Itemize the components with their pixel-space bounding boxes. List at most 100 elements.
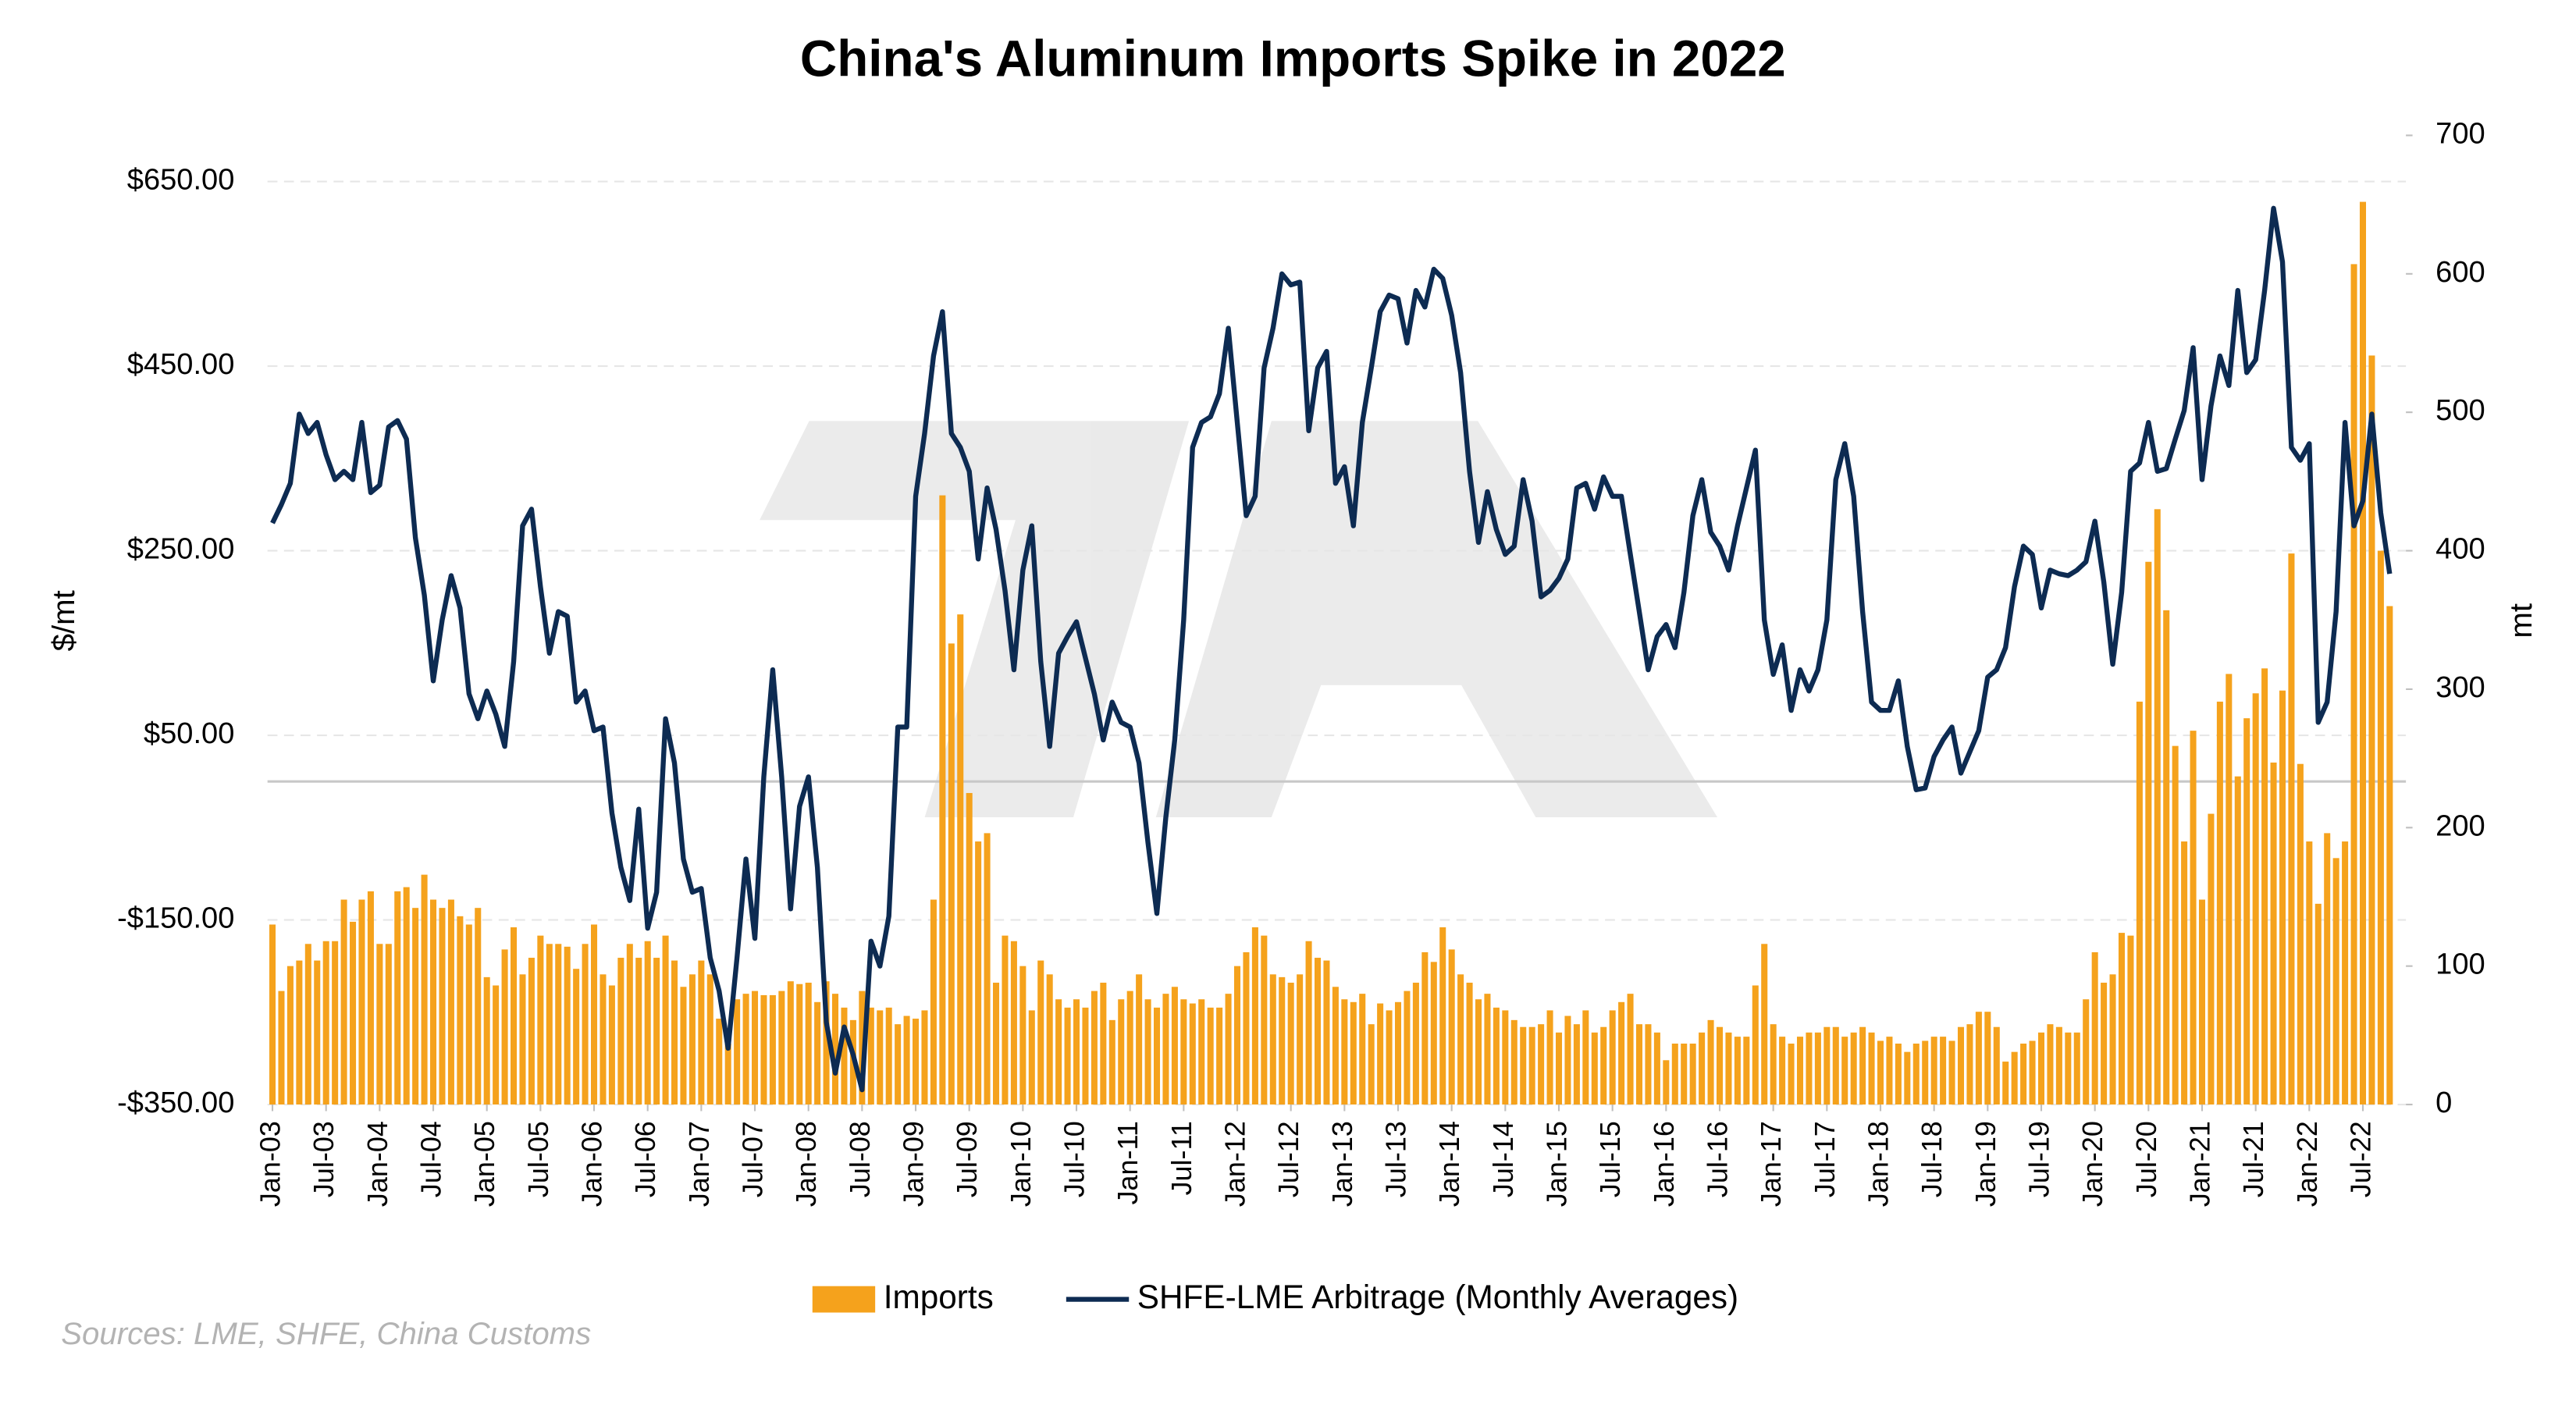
bar <box>1752 985 1759 1105</box>
bar <box>314 960 321 1105</box>
bar <box>671 960 678 1105</box>
bar <box>1627 994 1634 1105</box>
bar <box>1386 1010 1393 1105</box>
bar <box>1493 1007 1500 1105</box>
y2-tick-label: 0 <box>2435 1087 2452 1119</box>
x-tick-label: Jan-20 <box>2076 1121 2108 1207</box>
x-tick-label: Jan-03 <box>254 1121 286 1207</box>
bar <box>1430 962 1437 1105</box>
bar <box>296 960 303 1105</box>
bar <box>457 916 464 1105</box>
source-note: Sources: LME, SHFE, China Customs <box>61 1316 591 1351</box>
bar <box>1180 999 1187 1105</box>
watermark-shape <box>1155 421 1717 818</box>
bar <box>1555 1032 1563 1105</box>
bar <box>1957 1026 1965 1105</box>
bar <box>519 974 526 1105</box>
bar <box>1635 1024 1643 1105</box>
bar <box>1681 1043 1688 1105</box>
bar <box>412 908 419 1105</box>
bar <box>1886 1037 1893 1105</box>
bar <box>1699 1032 1706 1105</box>
bar <box>1814 1032 1821 1105</box>
bar <box>1126 991 1133 1105</box>
y2-tick-label: 700 <box>2435 118 2485 151</box>
bar <box>1243 951 1250 1105</box>
bar <box>1279 976 1286 1105</box>
bar <box>1002 935 1009 1105</box>
legend-item: Imports <box>812 1279 994 1315</box>
bar <box>1162 994 1169 1105</box>
bar <box>1439 927 1446 1105</box>
bar <box>1136 974 1143 1105</box>
y2-tick-label: 500 <box>2435 394 2485 427</box>
bar <box>1546 1010 1553 1105</box>
bar <box>2350 264 2357 1105</box>
bar <box>921 1010 928 1105</box>
x-tick-label: Jul-16 <box>1702 1121 1734 1197</box>
bar <box>403 887 410 1105</box>
bar <box>1404 991 1411 1105</box>
x-tick-label: Jul-10 <box>1059 1121 1091 1197</box>
bar <box>760 994 767 1105</box>
bar <box>358 899 365 1105</box>
bar <box>1904 1051 1911 1105</box>
x-tick-label: Jul-13 <box>1380 1121 1412 1197</box>
bar <box>1796 1037 1804 1105</box>
bar <box>626 944 633 1105</box>
bar <box>1091 991 1098 1105</box>
x-tick-label: Jan-06 <box>576 1121 608 1207</box>
bar <box>1671 1043 1678 1105</box>
bar <box>2270 762 2277 1105</box>
bar <box>608 985 615 1105</box>
bar <box>1502 1010 1509 1105</box>
bar <box>385 944 392 1105</box>
bar <box>2163 610 2170 1105</box>
bar <box>501 949 508 1105</box>
bar <box>993 982 1000 1105</box>
bar <box>1251 927 1258 1105</box>
bar <box>1725 1032 1732 1105</box>
bar <box>2047 1024 2054 1105</box>
bar <box>591 924 598 1105</box>
bar <box>340 899 347 1105</box>
bar <box>600 974 607 1105</box>
x-tick-label: Jul-04 <box>415 1121 447 1197</box>
bar <box>439 908 446 1105</box>
bar <box>716 1019 723 1105</box>
bar <box>2306 841 2313 1105</box>
bar <box>1323 960 1330 1105</box>
bar <box>877 1010 884 1105</box>
bar <box>1368 1024 1375 1105</box>
x-tick-label: Jul-11 <box>1165 1121 1197 1195</box>
bar <box>948 643 955 1105</box>
bar <box>1984 1012 1991 1105</box>
bar <box>1868 1032 1875 1105</box>
y-tick-label: -$150.00 <box>117 902 234 935</box>
bar <box>278 991 285 1105</box>
bar <box>1600 1026 1607 1105</box>
bar <box>832 994 839 1105</box>
bar <box>644 941 651 1105</box>
bar <box>573 969 580 1105</box>
bar <box>447 899 454 1105</box>
bar <box>662 935 669 1105</box>
bar <box>2154 509 2161 1105</box>
y2-tick-label: 300 <box>2435 671 2485 704</box>
bar <box>1618 1001 1625 1105</box>
legend-item: SHFE-LME Arbitrage (Monthly Averages) <box>1066 1279 1738 1315</box>
bar <box>617 958 624 1105</box>
bar <box>787 981 794 1105</box>
watermark <box>760 421 1717 818</box>
bar <box>1332 987 1339 1105</box>
x-tick-label: Jan-22 <box>2291 1121 2323 1207</box>
bar <box>1055 999 1062 1105</box>
bar <box>269 924 276 1105</box>
bar <box>322 941 329 1105</box>
bar <box>2386 606 2393 1105</box>
bar <box>1314 958 1322 1105</box>
bar <box>2083 999 2090 1105</box>
x-tick-label: Jan-05 <box>468 1121 500 1207</box>
bar <box>778 991 785 1105</box>
